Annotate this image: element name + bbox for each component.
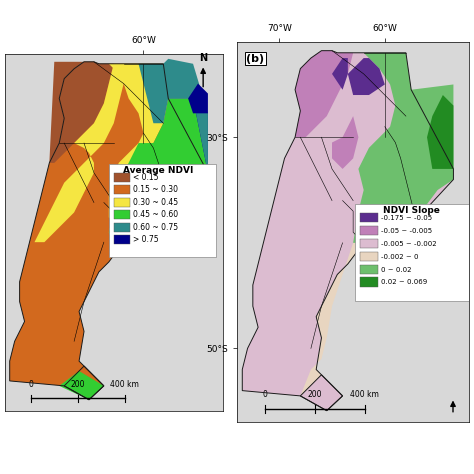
Polygon shape [138,59,208,173]
Bar [114,185,130,194]
Polygon shape [427,95,454,169]
Bar [360,239,377,248]
Bar [356,204,469,301]
Polygon shape [301,375,343,410]
Bar [114,235,130,244]
Bar [114,173,130,182]
Text: 0.02 ~ 0.069: 0.02 ~ 0.069 [381,280,427,285]
Polygon shape [99,64,168,242]
Text: (b): (b) [246,54,264,64]
Bar [360,226,377,235]
Polygon shape [109,99,208,242]
Bar [360,213,377,222]
Bar [114,198,130,207]
Text: 0.15 ~ 0.30: 0.15 ~ 0.30 [133,185,178,194]
Text: 0: 0 [263,391,267,400]
Polygon shape [301,375,343,410]
Polygon shape [353,53,454,243]
Bar [114,210,130,219]
Bar [360,277,377,287]
Polygon shape [35,64,144,242]
Polygon shape [49,62,114,163]
Text: 0.45 ~ 0.60: 0.45 ~ 0.60 [133,210,179,219]
Polygon shape [348,58,385,95]
Text: -0.005 ~ -0.002: -0.005 ~ -0.002 [381,241,437,246]
Text: < 0.15: < 0.15 [133,173,159,182]
Polygon shape [295,51,353,137]
Text: NDVI Slope: NDVI Slope [383,206,439,215]
Text: 0: 0 [28,380,33,389]
Bar [360,264,377,274]
Text: 0 ~ 0.02: 0 ~ 0.02 [381,266,411,273]
Polygon shape [332,116,358,169]
Text: -0.05 ~ -0.005: -0.05 ~ -0.005 [381,228,432,234]
Polygon shape [168,99,208,173]
Polygon shape [49,62,94,163]
Polygon shape [242,51,454,410]
Text: -0.175 ~ -0.05: -0.175 ~ -0.05 [381,215,432,221]
Text: 0.60 ~ 0.75: 0.60 ~ 0.75 [133,223,179,232]
Bar [114,223,130,231]
Text: -0.002 ~ 0: -0.002 ~ 0 [381,254,419,260]
Polygon shape [9,62,208,400]
Polygon shape [188,83,208,113]
Polygon shape [64,366,104,400]
Text: Average NDVI: Average NDVI [123,166,194,175]
Text: 0.30 ~ 0.45: 0.30 ~ 0.45 [133,198,179,207]
Bar [360,252,377,261]
Polygon shape [332,58,348,90]
Text: 400 km: 400 km [350,391,379,400]
Polygon shape [59,371,104,400]
Text: > 0.75: > 0.75 [133,235,159,244]
Text: 200: 200 [71,380,85,389]
Text: 200: 200 [308,391,322,400]
Bar [109,164,216,257]
Text: N: N [199,53,207,63]
Text: 400 km: 400 km [110,380,139,389]
Polygon shape [242,243,364,410]
